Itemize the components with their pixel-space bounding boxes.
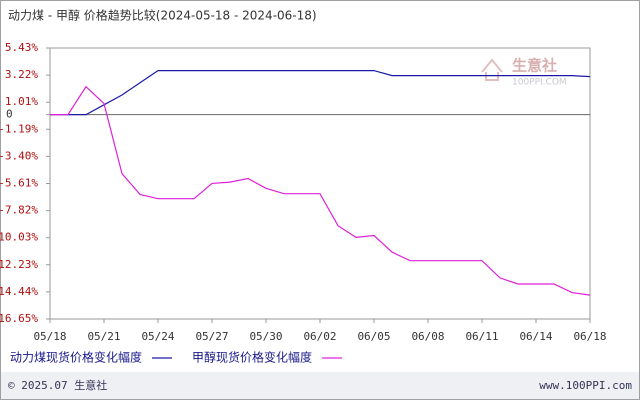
y-tick-label: -16.65%: [0, 312, 38, 325]
y-tick-label: -14.44%: [0, 285, 38, 298]
legend-label: 动力煤现货价格变化幅度: [10, 350, 142, 365]
footer-right: www.100PPI.com: [539, 379, 632, 392]
x-tick-label: 05/24: [141, 330, 174, 343]
x-tick-label: 05/18: [33, 330, 66, 343]
x-tick-label: 05/27: [195, 330, 228, 343]
x-tick-label: 06/02: [303, 330, 336, 343]
y-tick-label: -5.61%: [0, 177, 38, 190]
watermark-brand: 生意社: [512, 57, 557, 75]
x-tick-label: 05/30: [249, 330, 282, 343]
y-tick-label: -10.03%: [0, 231, 38, 244]
y-tick-label: -12.23%: [0, 258, 38, 271]
y-tick-label: 5.43%: [5, 41, 38, 54]
x-tick-label: 06/14: [519, 330, 552, 343]
y-tick-label: -1.19%: [0, 122, 38, 135]
watermark-site: 100PPI.COM: [512, 78, 567, 88]
x-tick-label: 06/08: [411, 330, 444, 343]
y-tick-label: -3.40%: [0, 149, 38, 162]
footer-left: © 2025.07 生意社: [8, 378, 107, 392]
y-tick-label: 0: [6, 108, 13, 121]
x-tick-label: 05/21: [87, 330, 120, 343]
y-tick-label: -7.82%: [0, 204, 38, 217]
x-tick-label: 06/05: [357, 330, 390, 343]
footer-bar: [1, 372, 639, 399]
x-tick-label: 06/11: [465, 330, 498, 343]
legend-label: 甲醇现货价格变化幅度: [192, 350, 312, 365]
data-line: [50, 85, 591, 296]
x-tick-label: 06/18: [573, 330, 606, 343]
data-line: [50, 70, 591, 116]
y-tick-label: 3.22%: [5, 68, 38, 81]
y-tick-label: 1.01%: [5, 95, 38, 108]
chart-title: 动力煤 - 甲醇 价格趋势比较(2024-05-18 - 2024-06-18): [8, 8, 317, 23]
